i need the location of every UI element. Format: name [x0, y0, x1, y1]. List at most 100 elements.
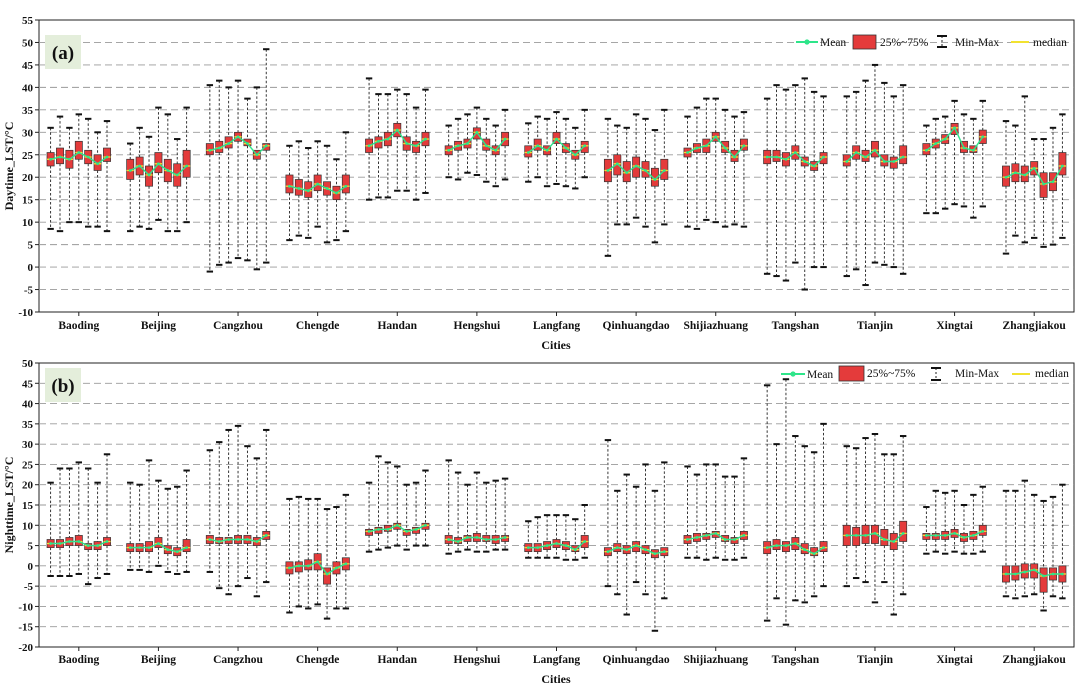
mean-point — [634, 544, 638, 547]
box-a-tianjin-2 — [852, 90, 861, 271]
box-a-zhangjiakou-2 — [1011, 124, 1020, 237]
mean-point — [1013, 171, 1017, 175]
mean-point — [1051, 572, 1055, 576]
mean-point — [625, 548, 629, 552]
mean-point — [733, 155, 736, 159]
x-tick-label: Qinhuangdao — [603, 654, 670, 666]
y-tick-label: 10 — [22, 217, 34, 229]
box-a-hengshui-2 — [454, 117, 463, 181]
mean-point — [208, 538, 212, 541]
box-b-tianjin-6 — [889, 453, 898, 616]
box-b-langfang-4 — [552, 514, 561, 559]
mean-point — [934, 142, 938, 145]
mean-point — [845, 534, 849, 537]
mean-point — [377, 139, 380, 143]
mean-point — [466, 142, 469, 145]
mean-point — [157, 542, 160, 545]
box-a-shijiazhuang-7 — [739, 111, 748, 228]
box-a-tangshan-3 — [781, 88, 790, 282]
box-a-qinhuangdao-7 — [660, 108, 669, 226]
mean-point — [793, 151, 797, 154]
y-tick-label: 50 — [22, 358, 34, 370]
box-b-zhangjiakou-7 — [1058, 483, 1067, 600]
box-b-langfang-2 — [533, 516, 542, 559]
mean-point — [166, 548, 170, 552]
box-b-cangzhou-7 — [262, 428, 271, 584]
mean-point — [845, 160, 849, 163]
mean-point — [1013, 572, 1017, 576]
box-b-zhangjiakou-5 — [1039, 499, 1048, 612]
x-tick-label: Xingtai — [936, 654, 973, 666]
mean-point — [288, 566, 291, 570]
mean-point — [306, 564, 310, 568]
mean-point — [892, 160, 896, 163]
box-a-tangshan-6 — [810, 90, 819, 269]
iqr-box — [323, 567, 332, 585]
box-b-shijiazhuang-5 — [721, 475, 730, 561]
mean-point — [1023, 173, 1027, 177]
box-a-beijing-1 — [126, 142, 135, 233]
box-b-qinhuangdao-5 — [641, 463, 650, 596]
iqr-box — [74, 140, 83, 160]
box-a-tianjin-3 — [861, 79, 870, 287]
x-tick-label: Chengde — [296, 320, 339, 332]
mean-point — [395, 523, 399, 527]
box-b-baoding-4 — [74, 461, 83, 575]
box-a-cangzhou-6 — [252, 86, 261, 271]
iqr-box — [285, 174, 294, 194]
mean-point — [68, 540, 71, 543]
box-b-handan-1 — [365, 481, 374, 553]
mean-point — [185, 546, 189, 549]
mean-point — [812, 552, 816, 556]
box-b-shijiazhuang-1 — [683, 465, 692, 559]
mean-point — [49, 157, 53, 161]
mean-point — [1042, 182, 1045, 186]
mean-point — [236, 135, 240, 139]
mean-point — [882, 160, 886, 163]
mean-point — [217, 540, 221, 543]
panel-label-b: (b) — [51, 376, 74, 397]
mean-point — [86, 544, 90, 547]
mean-point — [325, 572, 329, 576]
box-a-xingtai-6 — [969, 117, 978, 219]
x-tick-label: Chengde — [296, 654, 339, 666]
mean-point — [128, 169, 132, 172]
box-b-cangzhou-4 — [234, 424, 242, 588]
x-tick-label: Baoding — [58, 654, 99, 666]
box-b-handan-6 — [412, 481, 421, 547]
box-a-cangzhou-5 — [243, 97, 252, 262]
x-tick-label: Zhangjiakou — [1003, 320, 1067, 332]
box-b-shijiazhuang-7 — [739, 457, 748, 559]
mean-point — [695, 146, 699, 150]
mean-point — [86, 155, 90, 159]
box-a-beijing-3 — [145, 135, 153, 230]
x-tick-label: Hengshui — [454, 320, 501, 332]
box-a-chengde-5 — [323, 144, 332, 244]
mean-point — [775, 544, 778, 547]
mean-point — [147, 546, 151, 549]
y-tick-label: 10 — [22, 520, 34, 532]
panel-b: -20 -15 -10 -5 0 5 10 15 20 25 30 35 40 45 50 Baoding B… — [2, 358, 1075, 686]
box-b-handan-2 — [374, 455, 383, 551]
mean-point — [138, 164, 142, 168]
panel-label-a: (a) — [52, 43, 74, 64]
box-b-langfang-1 — [524, 520, 533, 559]
mean-point — [971, 534, 975, 537]
x-tick-label: Tangshan — [772, 320, 820, 332]
box-b-chengde-1 — [285, 497, 294, 614]
legend-median-label-a: median — [1033, 37, 1067, 49]
box-b-beijing-2 — [135, 483, 144, 571]
mean-point — [822, 155, 825, 159]
box-a-zhangjiakou-1 — [1002, 120, 1010, 255]
box-b-shijiazhuang-6 — [730, 475, 739, 561]
mean-point — [924, 534, 928, 537]
y-tick-label: 25 — [22, 150, 34, 162]
box-a-handan-1 — [365, 77, 374, 201]
box-b-hengshui-3 — [463, 483, 472, 551]
mean-point — [157, 162, 160, 166]
box-a-xingtai-3 — [941, 115, 950, 210]
box-a-langfang-5 — [561, 117, 570, 188]
y-tick-label: 0 — [28, 561, 34, 573]
mean-point — [1042, 574, 1045, 578]
mean-point — [555, 542, 558, 545]
